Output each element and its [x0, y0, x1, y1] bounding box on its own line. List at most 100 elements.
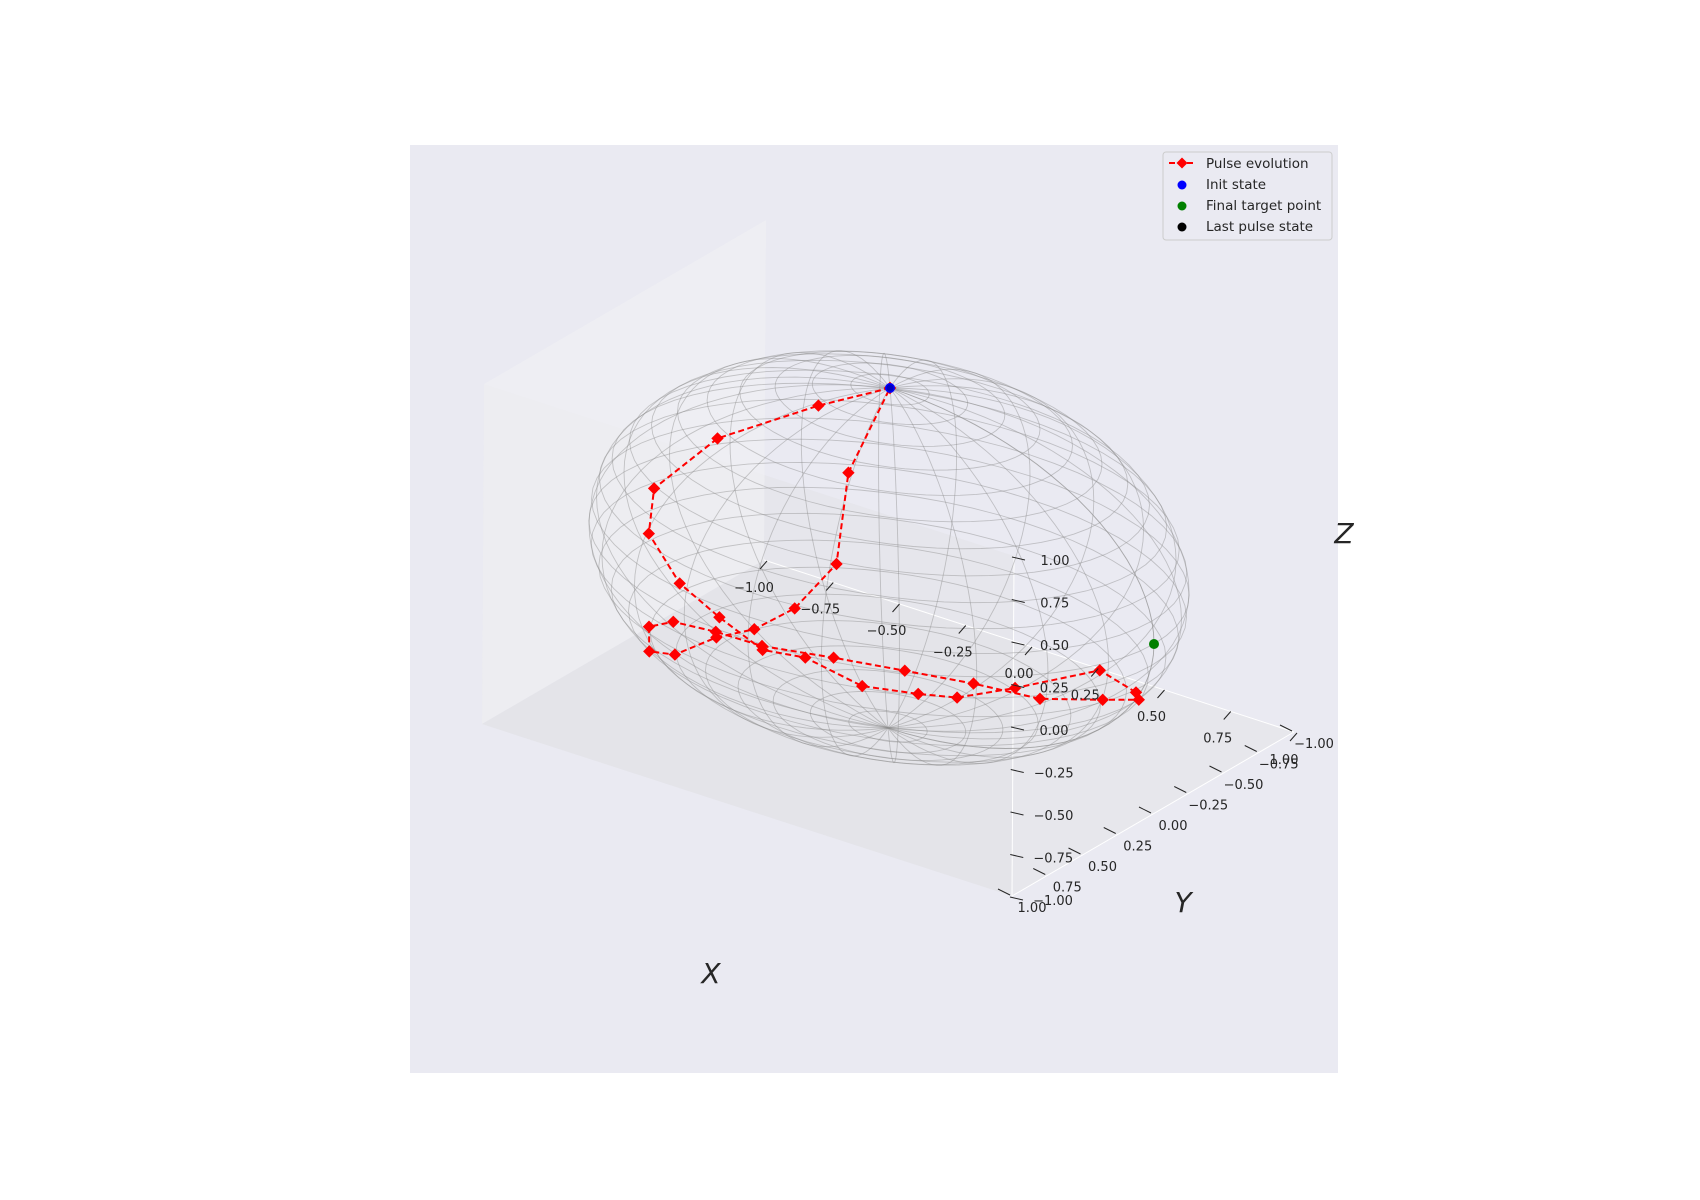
z-axis-line: [1011, 555, 1015, 897]
x-tick-mark: [825, 582, 834, 591]
sphere-latitude-line: [850, 373, 930, 406]
z-tick-mark: [1010, 811, 1024, 816]
z-tick-label: 0.75: [1040, 597, 1069, 612]
sphere-latitude-line: [628, 539, 1149, 747]
x-tick-label: −1.00: [734, 581, 774, 596]
pulse-marker: [788, 602, 801, 615]
side-pane: [482, 220, 766, 724]
y-tick-label: 0.75: [1053, 881, 1082, 896]
sphere-meridian-line: [623, 367, 891, 729]
y-tick-label: −0.25: [1188, 799, 1228, 814]
z-tick-label: 1.00: [1041, 554, 1070, 569]
pulse-marker: [898, 664, 911, 677]
pulse-marker: [709, 625, 722, 638]
sphere-meridian-line: [683, 387, 891, 738]
pulse-marker: [950, 691, 964, 704]
y-tick-mark: [1033, 868, 1046, 875]
y-tick-label: 0.25: [1123, 840, 1152, 855]
x-tick-label: 0.75: [1203, 732, 1232, 747]
x-tick-label: −0.75: [800, 603, 840, 618]
x-tick-mark: [1157, 689, 1165, 699]
pulse-marker: [748, 623, 761, 636]
sphere-latitude-line: [598, 486, 1180, 718]
pulse-marker: [842, 466, 855, 479]
sphere-meridian-line: [596, 376, 891, 729]
pulse-marker: [667, 615, 680, 628]
y-tick-mark: [1103, 827, 1116, 834]
legend-entry-label: Init state: [1206, 177, 1266, 193]
pulse-marker: [1093, 664, 1106, 677]
sphere-latitude-line: [588, 438, 1190, 678]
sphere-latitude-line: [848, 710, 928, 743]
sphere-meridian-line: [820, 387, 891, 757]
y-tick-mark: [1244, 745, 1257, 752]
x-axis-line: [763, 559, 1295, 733]
pulse-marker: [1096, 693, 1109, 706]
x-tick-mark: [1090, 668, 1099, 677]
legend-marker: [1177, 201, 1187, 211]
pulse-marker: [830, 557, 843, 571]
sphere-latitude-line: [629, 369, 1150, 577]
y-tick-mark: [1138, 806, 1152, 814]
z-tick-label: −1.00: [1033, 894, 1073, 909]
y-tick-mark: [1174, 786, 1187, 793]
z-axis-label: Z: [1333, 517, 1354, 550]
z-tick-mark: [1009, 896, 1024, 901]
z-tick-mark: [1010, 726, 1025, 731]
z-tick-label: −0.75: [1033, 852, 1073, 867]
y-tick-mark: [997, 888, 1011, 896]
x-tick-label: 0.00: [1005, 667, 1034, 682]
x-axis-ticks: −1.00 −0.75 −0.50 −0.25 0.00 0.25 0.50 0.75 1.00: [734, 560, 1299, 768]
sphere-meridian-line: [800, 350, 891, 729]
sphere-meridian-line: [887, 378, 1095, 729]
legend-marker: [1177, 180, 1187, 190]
x-axis-label: X: [699, 957, 721, 990]
sphere-meridian-line: [747, 387, 891, 748]
pulse-marker: [967, 677, 980, 690]
x-tick-mark: [958, 625, 967, 634]
sphere-latitude-line: [598, 398, 1180, 630]
z-tick-mark: [1011, 641, 1025, 646]
axis-lines: [763, 555, 1295, 897]
x-tick-label: 1.00: [1270, 753, 1299, 768]
legend-entry-label: Final target point: [1206, 198, 1321, 214]
z-tick-label: −0.25: [1034, 767, 1074, 782]
sphere-meridian-line: [887, 359, 958, 729]
sphere-meridian-line: [887, 387, 1177, 729]
legend-box: [1162, 151, 1333, 241]
sphere-wireframe: [588, 350, 1190, 766]
sphere-latitude-line: [590, 461, 1187, 699]
sphere-latitude-line: [772, 669, 1004, 761]
pulse-marker: [827, 651, 840, 664]
sphere-latitude-line: [774, 355, 1006, 447]
y-tick-label: 0.00: [1159, 819, 1188, 834]
pulse-marker: [642, 620, 656, 633]
pulse-marker: [812, 399, 825, 412]
sphere-latitude-line: [651, 359, 1129, 550]
sphere-latitude-line: [649, 566, 1127, 757]
y-tick-label: 0.50: [1088, 860, 1117, 875]
sphere-latitude-line: [591, 417, 1188, 655]
x-tick-mark: [1289, 732, 1298, 742]
sphere-meridian-line: [887, 387, 1049, 764]
sphere-latitude-line: [809, 691, 967, 754]
sphere-meridian-line: [588, 384, 891, 729]
y-tick-label: −1.00: [1294, 737, 1334, 752]
sphere-latitude-line: [610, 512, 1167, 734]
sphere-latitude-line: [611, 382, 1168, 604]
x-tick-mark: [1024, 646, 1033, 656]
sphere-latitude-line: [706, 350, 1073, 496]
pulse-marker: [673, 577, 686, 590]
z-tick-mark: [1011, 556, 1026, 561]
sphere-latitude-line: [705, 620, 1072, 766]
sphere-meridian-line: [601, 387, 891, 729]
x-tick-label: −0.50: [867, 624, 907, 639]
pulse-marker: [856, 679, 869, 693]
z-axis-ticks: −1.00 −0.75 −0.50 −0.25 0.00 0.25 0.50 0.75 1.00: [1009, 554, 1074, 909]
x-tick-mark: [892, 603, 900, 613]
sphere-meridian-line: [887, 387, 900, 764]
y-axis-label: Y: [1174, 886, 1193, 919]
y-axis-line: [1011, 731, 1295, 897]
legend-marker: [1177, 222, 1187, 232]
